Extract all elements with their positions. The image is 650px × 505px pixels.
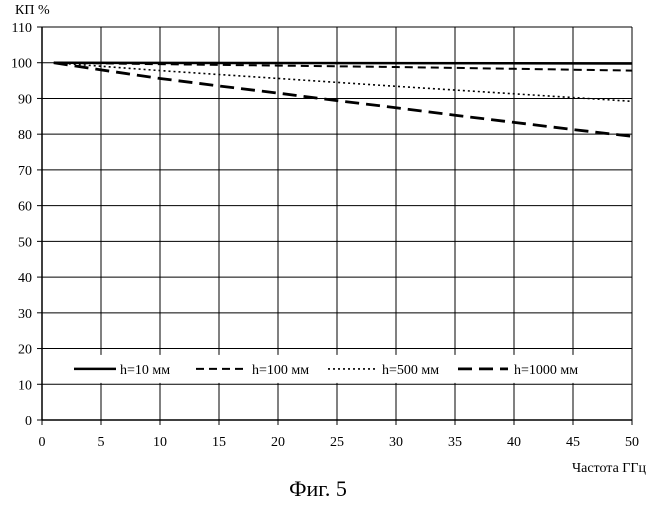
y-tick-label: 30: [18, 307, 32, 322]
x-tick-label: 15: [212, 435, 226, 450]
figure-caption: Фиг. 5: [289, 476, 347, 500]
y-tick-label: 40: [18, 271, 32, 286]
y-tick-label: 100: [11, 57, 32, 72]
y-tick-label: 50: [18, 235, 32, 250]
series-lines: [53, 61, 633, 138]
axes: 0 5 10 15 20 25 30 35 40 45 50 0 10 20 30 40 50 60 70 80 90 1…: [11, 21, 639, 450]
legend-box: [62, 354, 602, 383]
legend-label-3: h=500 мм: [382, 363, 439, 378]
y-tick-label: 90: [18, 92, 32, 107]
x-tick-label: 40: [507, 435, 521, 450]
legend-label-1: h=10 мм: [120, 363, 170, 378]
grid: [42, 26, 633, 420]
x-tick-label: 35: [448, 435, 462, 450]
y-tick-label: 110: [12, 21, 32, 36]
y-tick-label: 80: [18, 128, 32, 143]
y-axis-title: КП %: [15, 3, 50, 18]
y-tick-label: 0: [25, 414, 32, 429]
legend: h=10 мм h=100 мм h=500 мм h=1000 мм: [62, 354, 602, 383]
x-tick-label: 5: [98, 435, 105, 450]
x-tick-label: 25: [330, 435, 344, 450]
series-line-3: [53, 61, 633, 103]
x-tick-label: 50: [625, 435, 639, 450]
x-tick-label: 10: [153, 435, 167, 450]
series-line-1: [53, 61, 633, 65]
x-tick-label: 30: [389, 435, 403, 450]
x-tick-label: 45: [566, 435, 580, 450]
y-tick-label: 10: [18, 378, 32, 393]
series-line-4: [53, 61, 633, 138]
y-tick-label: 20: [18, 343, 32, 358]
x-tick-label: 20: [271, 435, 285, 450]
y-tick-label: 70: [18, 164, 32, 179]
x-tick-label: 0: [39, 435, 46, 450]
y-tick-label: 60: [18, 200, 32, 215]
legend-label-2: h=100 мм: [252, 363, 309, 378]
legend-label-4: h=1000 мм: [514, 363, 578, 378]
x-axis-title: Частота ГГц: [572, 461, 646, 476]
